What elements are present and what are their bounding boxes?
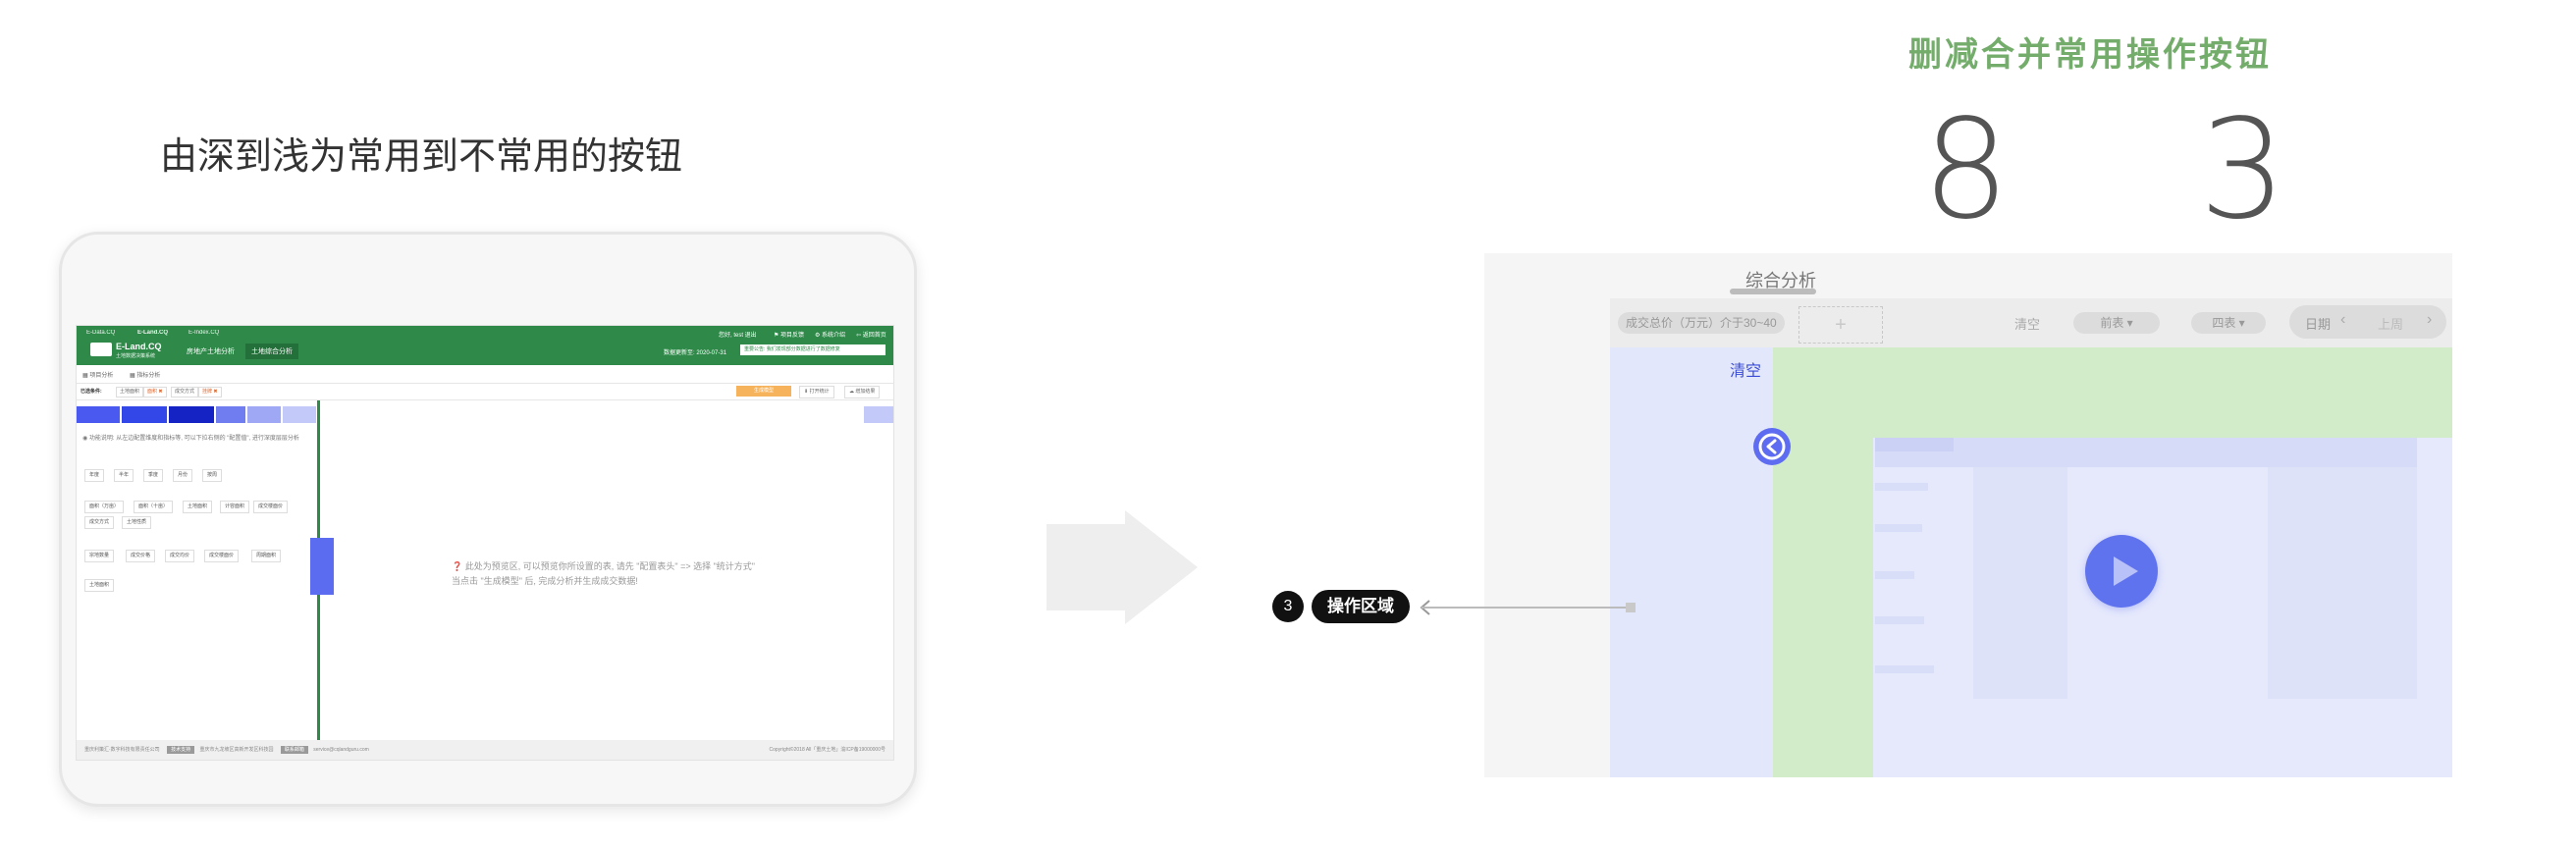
metric-button[interactable]: 面积（十亩） [134,501,174,513]
user-greeting[interactable]: 您好, test 退出 [719,333,757,339]
count-before: 8 [1922,90,2011,250]
dimension-button[interactable]: 月份 [173,469,193,482]
left-column-area [1610,347,1773,777]
preview-hint-line: 当点击 "生成模型" 后, 完成分析并生成成交数据! [452,576,638,586]
transition-arrow-icon [1046,510,1198,624]
common-button-strip[interactable] [77,406,120,423]
filter-bar: 已选条件: 土地面积 面积 ✖ 成交方式 挂牌 ✖ 生成模型 ⬇ 打开统计 ☁ … [77,383,893,400]
filter-chip[interactable]: 挂牌 ✖ [198,387,222,398]
metric-button[interactable]: 土地性质 [122,516,152,529]
dimension-button[interactable]: 半年 [114,469,134,482]
metric-button[interactable]: 计容面积 [220,501,250,513]
side-area [1773,438,1873,777]
table-skeleton [1875,438,2417,699]
statistic-button[interactable]: 成交均价 [165,550,195,562]
app-screenshot: E-Data.CQ E-Land.CQ E-Index.CQ 您好, test … [77,326,893,760]
statistic-button[interactable]: 宗地数量 [84,550,115,562]
open-stats-button[interactable]: ⬇ 打开统计 [799,386,834,398]
metric-button[interactable]: 成交楼面价 [253,501,289,513]
footer-tag: 联系邮箱 [280,746,308,754]
company-name: 重庆利策汇·数字科技有限责任公司 [84,747,160,753]
feedback-link[interactable]: ⚑ 项目反馈 [774,333,805,339]
filter-chip[interactable]: 成交方式 [171,387,199,398]
back-home-link[interactable]: ⇦ 返回首页 [856,333,886,339]
tab-eland[interactable]: E-Land.CQ [137,330,168,336]
filter-chip[interactable]: 面积 ✖ [143,387,167,398]
count-after: 3 [2199,90,2287,250]
drag-handle[interactable] [310,538,334,595]
statistic-button[interactable]: 周期面积 [251,550,282,562]
right-title: 删减合并常用操作按钮 [1908,36,2272,74]
nav-land-analysis[interactable]: 土地综合分析 [245,344,298,359]
statistic-button[interactable]: 成交楼面价 [204,550,240,562]
footer-tag: 技术支持 [167,746,195,754]
pager-prev-label[interactable]: 上周 [2378,317,2404,332]
operation-area-label: 操作区域 [1312,590,1410,623]
common-button-strip[interactable] [122,406,167,423]
run-button[interactable] [2085,535,2158,608]
sub-tabs: ▦ 项目分析 ▦ 指标分析 [77,365,893,384]
metric-button[interactable]: 成交方式 [84,516,115,529]
header-area [1773,347,2452,438]
left-heading: 由深到浅为常用到不常用的按钮 [160,136,683,178]
select-label: 四表 [2212,316,2236,330]
operation-number-badge: 3 [1272,591,1304,622]
tab-index-analysis[interactable]: ▦ 指标分析 [130,373,161,379]
statistic-button[interactable]: 土地面积 [84,579,115,592]
common-button-strip[interactable] [169,406,214,423]
logo-title: E-Land.CQ [116,342,162,351]
filter-label: 已选条件: [80,389,102,395]
clear-button[interactable]: 清空 [1730,363,1762,380]
common-button-strip[interactable] [216,406,245,423]
statistic-button[interactable]: 成交价格 [126,550,156,562]
chevron-left-icon [1758,433,1786,460]
pager-label: 日期 [2305,317,2332,332]
metric-button[interactable]: 土地面积 [183,501,213,513]
data-update-date: 数据更新至: 2020-07-31 [664,350,727,356]
preview-hint-line: ❓ 此处为预览区, 可以预览你所设置的表, 请先 "配置表头" => 选择 "统… [452,561,756,571]
filter-chip[interactable]: 成交总价（万元）介于30~40 [1618,312,1785,334]
system-intro-link[interactable]: ⚙ 系统介绍 [815,333,846,339]
logo-icon [90,343,112,356]
callout-connector [1420,600,1636,615]
copyright: Copyright©2018 All「重庆土地」渝ICP备19000000号 [769,747,886,753]
app-topbar: E-Data.CQ E-Land.CQ E-Index.CQ 您好, test … [77,326,893,365]
common-button-strip[interactable] [247,406,281,423]
chevron-right-icon[interactable]: › [2427,311,2433,328]
tab-project-analysis[interactable]: ▦ 项目分析 [82,373,114,379]
filter-chip[interactable]: 土地面积 [116,387,144,398]
dimension-button[interactable]: 季度 [143,469,164,482]
footer-email[interactable]: service@cqlandguru.com [313,747,369,753]
clear-filters-button[interactable]: 清空 [2014,317,2041,332]
function-tip: ◉ 功能说明: 从左边配置维度和指标等, 可以下拉右侧的 "配置值", 进行深度… [82,436,299,442]
company-address: 重庆市九龙坡区高新开发区科技园 [199,747,274,753]
date-pager: 日期 ‹ 上周 › [2289,305,2446,339]
collapse-button[interactable] [1753,428,1791,465]
app-footer: 重庆利策汇·数字科技有限责任公司 技术支持 重庆市九龙坡区高新开发区科技园 联系… [77,740,893,760]
metric-button[interactable]: 面积（万亩） [84,501,125,513]
tab-underline [1730,289,1816,294]
common-button-strip[interactable] [283,406,316,423]
notice-banner[interactable]: 重要公告: 我们发现部分数据进行了数据修复 [740,344,886,355]
logo-subtitle: 土地数据决策系统 [116,353,156,359]
add-result-button[interactable]: ☁ 增加结果 [844,386,881,398]
select-label: 前表 [2100,316,2124,330]
common-button-strip[interactable] [864,406,893,423]
preview-hint: ❓ 此处为预览区, 可以预览你所设置的表, 请先 "配置表头" => 选择 "统… [452,559,755,589]
select-dropdown[interactable]: 前表 ▾ [2073,312,2160,334]
select-dropdown[interactable]: 四表 ▾ [2191,312,2266,334]
tab-eindex[interactable]: E-Index.CQ [188,330,220,336]
generate-model-button[interactable]: 生成模型 [736,386,791,397]
chevron-left-icon[interactable]: ‹ [2340,311,2346,328]
add-filter-button[interactable]: + [1798,306,1883,344]
tab-comprehensive-analysis[interactable]: 综合分析 [1745,271,1816,291]
dimension-button[interactable]: 按周 [202,469,223,482]
dimension-button[interactable]: 年度 [84,469,105,482]
play-icon [2114,556,2138,586]
nav-real-estate-land[interactable]: 房地产土地分析 [187,348,235,355]
tab-edata[interactable]: E-Data.CQ [86,330,116,336]
